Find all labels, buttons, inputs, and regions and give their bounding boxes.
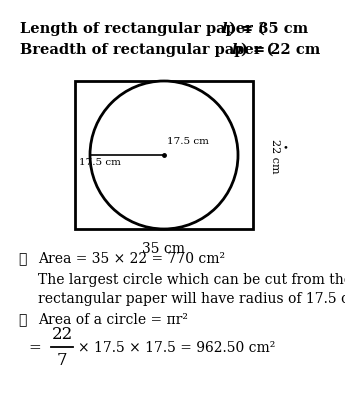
Text: ∴: ∴ [18, 251, 26, 265]
Text: ) = 22 cm: ) = 22 cm [241, 43, 320, 57]
Text: 17.5 cm: 17.5 cm [79, 158, 121, 166]
Text: The largest circle which can be cut from the: The largest circle which can be cut from… [38, 272, 345, 286]
Text: •: • [282, 143, 288, 152]
Text: 7: 7 [57, 352, 67, 369]
Text: 35 cm: 35 cm [142, 241, 186, 255]
Text: × 17.5 × 17.5 = 962.50 cm²: × 17.5 × 17.5 = 962.50 cm² [78, 340, 275, 354]
Text: b: b [232, 43, 242, 57]
Text: Breadth of rectangular paper (: Breadth of rectangular paper ( [20, 43, 274, 57]
Text: =: = [28, 340, 41, 354]
Text: ) = 35 cm: ) = 35 cm [229, 22, 308, 36]
Text: Length of rectangular paper (: Length of rectangular paper ( [20, 22, 265, 36]
Circle shape [90, 82, 238, 229]
Text: rectangular paper will have radius of 17.5 cm: rectangular paper will have radius of 17… [38, 291, 345, 305]
Text: ∴: ∴ [18, 312, 26, 326]
Text: Area = 35 × 22 = 770 cm²: Area = 35 × 22 = 770 cm² [38, 251, 225, 265]
Text: l: l [222, 22, 227, 36]
Text: 22: 22 [51, 326, 73, 342]
Text: 17.5 cm: 17.5 cm [167, 137, 209, 146]
Text: 22 cm: 22 cm [270, 138, 280, 173]
Text: Area of a circle = πr²: Area of a circle = πr² [38, 312, 188, 326]
Bar [75, 82, 253, 229]
